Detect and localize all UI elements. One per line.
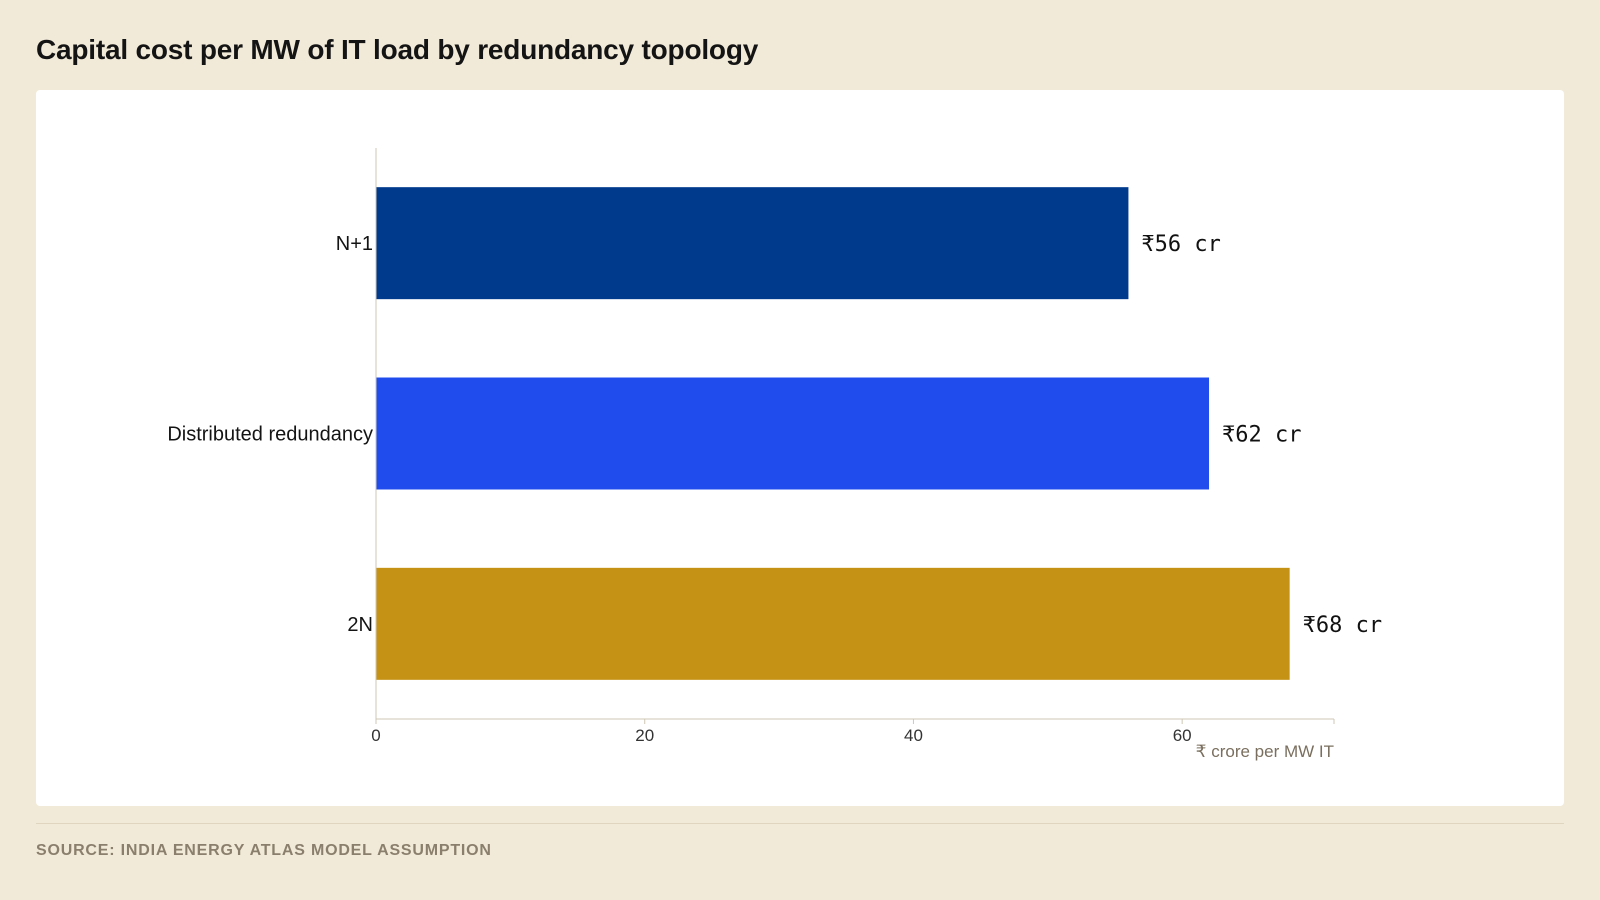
x-tick-label-1: 20 <box>635 726 654 745</box>
x-axis-title: ₹ crore per MW IT <box>1196 742 1334 761</box>
value-label-2: ₹68 cr <box>1303 613 1382 638</box>
footer-divider <box>36 823 1564 824</box>
bar-2 <box>376 567 1290 680</box>
page-title: Capital cost per MW of IT load by redund… <box>36 34 759 65</box>
x-tick-label-3: 60 <box>1173 726 1192 745</box>
x-tick-label-2: 40 <box>904 726 923 745</box>
bar-0 <box>376 187 1129 300</box>
category-label-2: 2N <box>347 614 373 636</box>
value-label-0: ₹56 cr <box>1141 232 1220 257</box>
category-label-0: N+1 <box>336 233 373 255</box>
bar-chart: N+1 ₹56 cr Distributed redundancy ₹62 cr 2N ₹… <box>167 148 1382 761</box>
chart-card: N+1 ₹56 cr Distributed redundancy ₹62 cr 2N ₹… <box>36 90 1564 806</box>
category-label-1: Distributed redundancy <box>167 424 373 446</box>
source-note: SOURCE: INDIA ENERGY ATLAS MODEL ASSUMPT… <box>36 842 492 859</box>
bar-1 <box>376 377 1210 490</box>
value-label-1: ₹62 cr <box>1222 423 1301 448</box>
x-tick-label-0: 0 <box>371 726 380 745</box>
